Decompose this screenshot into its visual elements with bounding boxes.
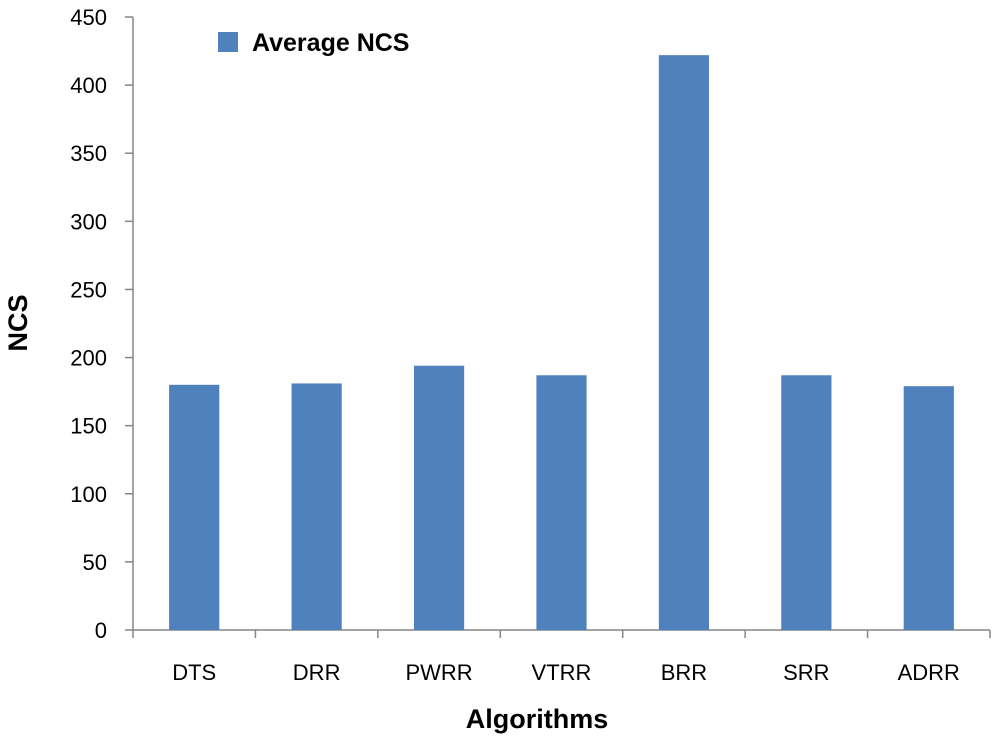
y-tick-label: 250 bbox=[70, 277, 107, 302]
legend: Average NCS bbox=[218, 29, 409, 57]
x-tick-label: VTRR bbox=[532, 660, 592, 685]
bar-drr bbox=[291, 383, 342, 630]
bar-brr bbox=[658, 55, 710, 631]
x-tick-label: DTS bbox=[172, 660, 216, 685]
bar-pwrr bbox=[413, 365, 465, 630]
y-tick-label: 300 bbox=[70, 209, 107, 234]
y-axis: 0 50 100 150 200 250 300 350 400 450 bbox=[70, 5, 134, 643]
x-tick-label: ADRR bbox=[898, 660, 960, 685]
y-tick-label: 0 bbox=[95, 618, 107, 643]
x-tick-label: DRR bbox=[293, 660, 341, 685]
y-tick-label: 350 bbox=[70, 141, 107, 166]
legend-swatch bbox=[218, 32, 238, 52]
x-axis-title: Algorithms bbox=[466, 704, 609, 734]
y-tick-label: 100 bbox=[70, 482, 107, 507]
y-axis-title: NCS bbox=[3, 294, 33, 351]
bar-adrr bbox=[903, 386, 954, 630]
x-axis: DTS DRR PWRR VTRR BRR SRR ADRR bbox=[132, 629, 991, 685]
y-tick-label: 200 bbox=[70, 346, 107, 371]
y-tick-label: 400 bbox=[70, 73, 107, 98]
bar-srr bbox=[781, 375, 832, 630]
y-tick-label: 450 bbox=[70, 5, 107, 30]
bar-dts bbox=[169, 384, 220, 630]
x-tick-label: PWRR bbox=[405, 660, 472, 685]
bar-series bbox=[169, 55, 954, 631]
bar-vtrr bbox=[536, 375, 587, 630]
y-tick-label: 150 bbox=[70, 414, 107, 439]
x-tick-label: SRR bbox=[783, 660, 829, 685]
x-tick-label: BRR bbox=[661, 660, 707, 685]
y-tick-label: 50 bbox=[83, 550, 107, 575]
legend-label: Average NCS bbox=[252, 29, 409, 57]
